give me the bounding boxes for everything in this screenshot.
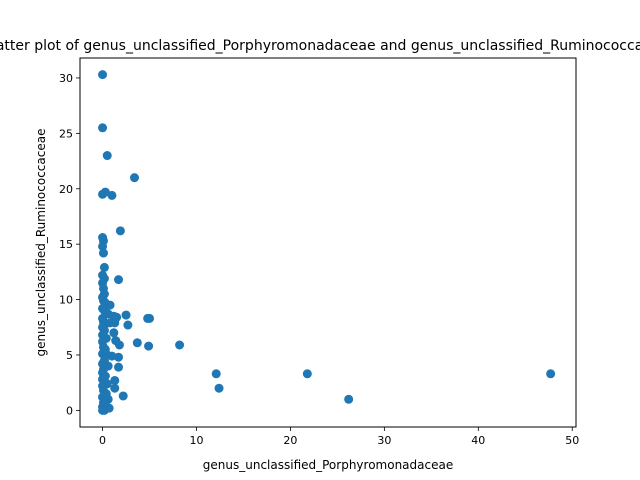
data-point bbox=[105, 300, 115, 310]
data-point bbox=[214, 383, 224, 393]
y-tick-label: 25 bbox=[59, 127, 73, 140]
chart-title: Scatter plot of genus_unclassified_Porph… bbox=[0, 38, 640, 54]
data-point bbox=[102, 151, 112, 161]
points-layer bbox=[98, 70, 556, 415]
data-point bbox=[175, 340, 185, 350]
plot-area bbox=[80, 58, 576, 427]
data-point bbox=[110, 318, 120, 328]
data-point bbox=[99, 405, 109, 415]
data-point bbox=[129, 173, 139, 183]
y-axis-label: genus_unclassified_Ruminococcaceae bbox=[34, 129, 48, 357]
data-point bbox=[98, 241, 108, 251]
data-point bbox=[109, 328, 119, 338]
data-point bbox=[98, 248, 108, 258]
x-tick-label: 30 bbox=[377, 434, 391, 447]
data-point bbox=[114, 275, 124, 285]
data-point bbox=[302, 369, 312, 379]
y-tick-label: 15 bbox=[59, 238, 73, 251]
y-tick-label: 20 bbox=[59, 183, 73, 196]
x-tick-label: 40 bbox=[471, 434, 485, 447]
y-axis-ticks: 0 5 10 15 20 25 30 bbox=[59, 72, 80, 417]
data-point bbox=[98, 123, 108, 133]
x-tick-label: 0 bbox=[99, 434, 106, 447]
data-point bbox=[107, 190, 117, 200]
data-point bbox=[98, 70, 108, 80]
data-point bbox=[344, 394, 354, 404]
data-point bbox=[110, 375, 120, 385]
x-tick-label: 10 bbox=[189, 434, 203, 447]
data-point bbox=[114, 352, 124, 362]
data-point bbox=[132, 338, 142, 348]
plot-frame bbox=[79, 57, 577, 428]
data-point bbox=[145, 313, 155, 323]
x-tick-label: 20 bbox=[283, 434, 297, 447]
data-point bbox=[114, 340, 124, 350]
data-point bbox=[121, 310, 131, 320]
x-axis-ticks: 0 10 20 30 40 50 bbox=[99, 427, 579, 447]
y-tick-label: 0 bbox=[66, 404, 73, 417]
y-tick-label: 30 bbox=[59, 72, 73, 85]
x-tick-label: 50 bbox=[565, 434, 579, 447]
data-point bbox=[110, 383, 120, 393]
y-tick-label: 5 bbox=[66, 349, 73, 362]
data-point bbox=[99, 262, 109, 272]
y-tick-label: 10 bbox=[59, 294, 73, 307]
data-point bbox=[114, 362, 124, 372]
x-axis-label: genus_unclassified_Porphyromonadaceae bbox=[203, 458, 453, 472]
data-point bbox=[546, 369, 556, 379]
data-point bbox=[211, 369, 221, 379]
data-point bbox=[118, 391, 128, 401]
data-point bbox=[123, 320, 133, 330]
data-point bbox=[115, 226, 125, 236]
data-point bbox=[144, 341, 154, 351]
